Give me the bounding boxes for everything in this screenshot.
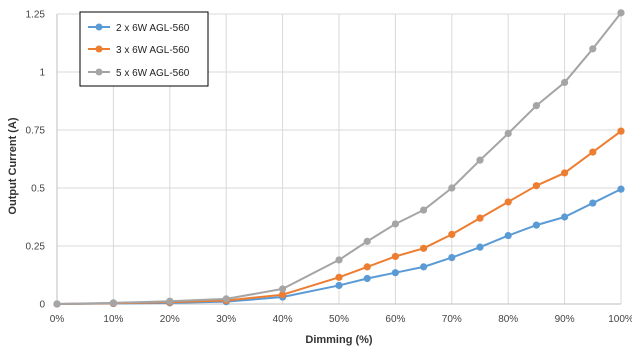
y-tick-label: 0	[39, 300, 45, 311]
data-point	[166, 297, 174, 305]
legend-swatch-marker-1	[95, 23, 103, 31]
y-tick-label: 0.75	[26, 126, 46, 137]
data-point	[504, 231, 512, 240]
data-point	[532, 182, 541, 190]
data-point	[335, 273, 343, 281]
data-point	[617, 185, 625, 193]
x-tick-label: 0%	[50, 314, 65, 325]
legend-item-2: 3 x 6W AGL-560	[88, 45, 190, 56]
data-point	[420, 263, 428, 271]
data-point	[561, 78, 569, 87]
x-tick-label: 100%	[608, 314, 632, 325]
data-point	[504, 198, 512, 206]
data-point	[420, 206, 428, 214]
data-point	[363, 263, 371, 271]
legend-item-3: 5 x 6W AGL-560	[88, 68, 190, 79]
legend: 2 x 6W AGL-560 3 x 6W AGL-560 5 x 6W AGL…	[79, 11, 209, 87]
data-point	[589, 45, 597, 53]
data-point	[561, 169, 569, 177]
data-point	[476, 156, 484, 164]
data-point	[448, 230, 456, 238]
data-point	[448, 254, 456, 262]
data-point	[279, 285, 287, 293]
data-point	[532, 102, 541, 110]
data-point	[420, 244, 428, 252]
data-point	[617, 127, 625, 135]
y-tick-label: 0.25	[26, 242, 46, 253]
data-point	[109, 299, 117, 307]
y-tick-label: 1	[39, 68, 45, 79]
data-point	[363, 237, 371, 245]
x-tick-label: 70%	[442, 314, 462, 325]
data-point	[53, 300, 61, 308]
x-tick-labels: 0% 10% 20% 30% 40% 50% 60% 70% 80% 90% 100%	[50, 314, 632, 325]
y-tick-label: 1.25	[26, 10, 46, 21]
x-tick-label: 80%	[498, 314, 518, 325]
data-point	[504, 129, 512, 138]
data-point	[335, 256, 343, 264]
y-tick-label: 0.5	[31, 184, 45, 195]
legend-label-1: 2 x 6W AGL-560	[116, 23, 190, 34]
data-point	[363, 274, 371, 283]
data-point	[279, 291, 287, 299]
series-line	[56, 12, 622, 305]
data-point	[335, 281, 343, 290]
legend-item-1: 2 x 6W AGL-560	[88, 23, 190, 34]
legend-label-3: 5 x 6W AGL-560	[116, 68, 190, 79]
series-line	[56, 130, 622, 305]
data-point	[391, 220, 399, 228]
x-tick-label: 60%	[385, 314, 405, 325]
data-point	[589, 199, 597, 207]
x-tick-label: 90%	[555, 314, 575, 325]
data-point	[561, 213, 569, 221]
x-tick-label: 40%	[273, 314, 293, 325]
data-point	[617, 9, 625, 17]
series-3	[53, 9, 625, 308]
legend-swatch-marker-3	[95, 68, 103, 76]
x-tick-label: 30%	[216, 314, 236, 325]
legend-label-2: 3 x 6W AGL-560	[116, 45, 190, 56]
series	[53, 9, 625, 308]
data-point	[448, 184, 456, 192]
data-point	[589, 148, 597, 156]
data-point	[391, 269, 399, 277]
y-tick-labels: 0 0.25 0.5 0.75 1 1.25	[26, 10, 46, 311]
y-axis-title: Output Current (A)	[7, 117, 19, 214]
data-point	[532, 221, 541, 229]
x-tick-label: 50%	[329, 314, 349, 325]
data-point	[391, 252, 399, 261]
data-point	[476, 214, 484, 222]
x-axis-title: Dimming (%)	[305, 334, 373, 346]
data-point	[222, 295, 230, 303]
x-tick-label: 20%	[160, 314, 180, 325]
data-point	[476, 243, 484, 251]
legend-swatch-marker-2	[95, 45, 103, 53]
x-tick-label: 10%	[103, 314, 123, 325]
